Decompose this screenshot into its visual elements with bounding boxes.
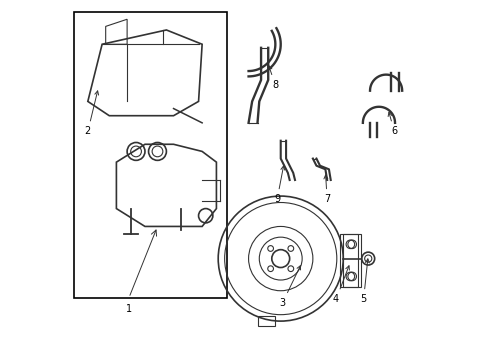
Text: 3: 3 [279, 266, 300, 308]
Text: 9: 9 [274, 166, 285, 204]
Bar [74, 12, 227, 298]
Text: 1: 1 [126, 303, 132, 314]
Text: 7: 7 [324, 175, 330, 204]
Text: 6: 6 [388, 112, 397, 136]
Text: 4: 4 [333, 266, 349, 304]
Text: 5: 5 [361, 259, 369, 304]
Bar [258, 316, 275, 327]
Text: 8: 8 [268, 66, 278, 90]
Text: 2: 2 [85, 91, 98, 136]
